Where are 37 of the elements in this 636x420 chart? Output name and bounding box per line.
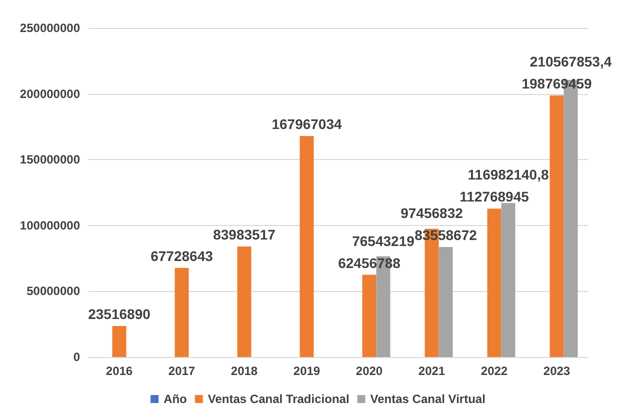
y-tick-label: 100000000 (20, 218, 80, 232)
y-tick-label: 0 (73, 350, 80, 364)
bar (362, 274, 376, 357)
data-label: 112768945 (460, 188, 530, 205)
data-label: 116982140,8 (468, 166, 549, 183)
legend-label: Ventas Canal Tradicional (208, 392, 350, 406)
data-label: 67728643 (150, 248, 214, 264)
bar (174, 268, 189, 357)
x-tick-label: 2022 (480, 364, 508, 378)
legend-label: Año (164, 392, 187, 406)
y-tick-label: 200000000 (20, 86, 80, 101)
data-label: 210567853,4 (530, 53, 612, 70)
y-tick-label: 150000000 (20, 152, 80, 167)
bar (438, 247, 453, 357)
data-label: 83983517 (213, 226, 276, 242)
x-tick-label: 2017 (168, 364, 196, 378)
x-tick-label: 2019 (293, 364, 320, 378)
bar (550, 95, 564, 357)
bar (112, 326, 126, 357)
y-tick-label: 250000000 (20, 21, 80, 35)
bar (237, 246, 252, 357)
data-label: 76543219 (352, 232, 415, 249)
bar (501, 203, 516, 357)
data-label: 23516890 (88, 306, 151, 322)
x-tick-label: 2021 (418, 364, 446, 378)
x-tick-label: 2018 (230, 364, 258, 378)
bar (487, 208, 502, 357)
bar (300, 136, 314, 357)
data-label: 198769459 (522, 75, 592, 92)
x-tick-label: 2020 (356, 364, 383, 378)
data-label: 97456832 (400, 205, 464, 222)
y-tick-label: 50000000 (26, 284, 80, 298)
data-label: 62456788 (338, 254, 401, 271)
data-label: 167967034 (272, 116, 342, 132)
legend-label: Ventas Canal Virtual (370, 392, 486, 406)
x-tick-label: 2016 (106, 364, 133, 378)
x-tick-label: 2023 (543, 364, 570, 378)
